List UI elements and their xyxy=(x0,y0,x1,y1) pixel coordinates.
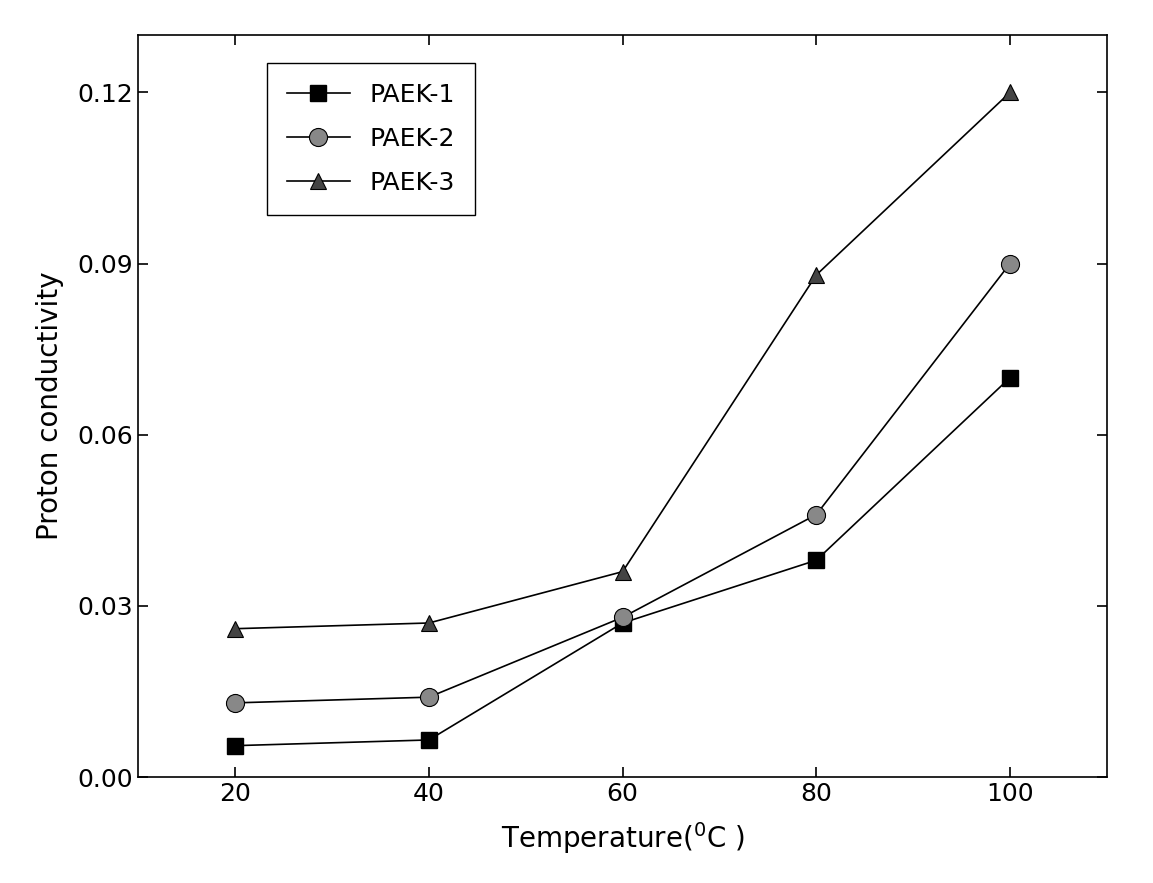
PAEK-2 xyxy=(809,509,823,520)
PAEK-2 xyxy=(616,612,630,623)
PAEK-1 xyxy=(1003,373,1017,383)
PAEK-2 xyxy=(1003,258,1017,268)
PAEK-3 xyxy=(809,269,823,280)
Line: PAEK-2: PAEK-2 xyxy=(226,254,1019,712)
PAEK-3 xyxy=(616,566,630,577)
X-axis label: Temperature($\mathregular{^0}$C ): Temperature($\mathregular{^0}$C ) xyxy=(500,819,745,856)
PAEK-1 xyxy=(809,555,823,565)
PAEK-3 xyxy=(228,623,242,634)
Line: PAEK-3: PAEK-3 xyxy=(227,84,1018,637)
PAEK-1 xyxy=(422,735,436,745)
PAEK-1 xyxy=(228,740,242,751)
PAEK-1 xyxy=(616,618,630,629)
Legend: PAEK-1, PAEK-2, PAEK-3: PAEK-1, PAEK-2, PAEK-3 xyxy=(267,63,475,215)
PAEK-2 xyxy=(422,692,436,703)
PAEK-3 xyxy=(422,618,436,629)
Line: PAEK-1: PAEK-1 xyxy=(227,370,1018,753)
Y-axis label: Proton conductivity: Proton conductivity xyxy=(36,272,63,540)
PAEK-3 xyxy=(1003,87,1017,98)
PAEK-2 xyxy=(228,698,242,708)
